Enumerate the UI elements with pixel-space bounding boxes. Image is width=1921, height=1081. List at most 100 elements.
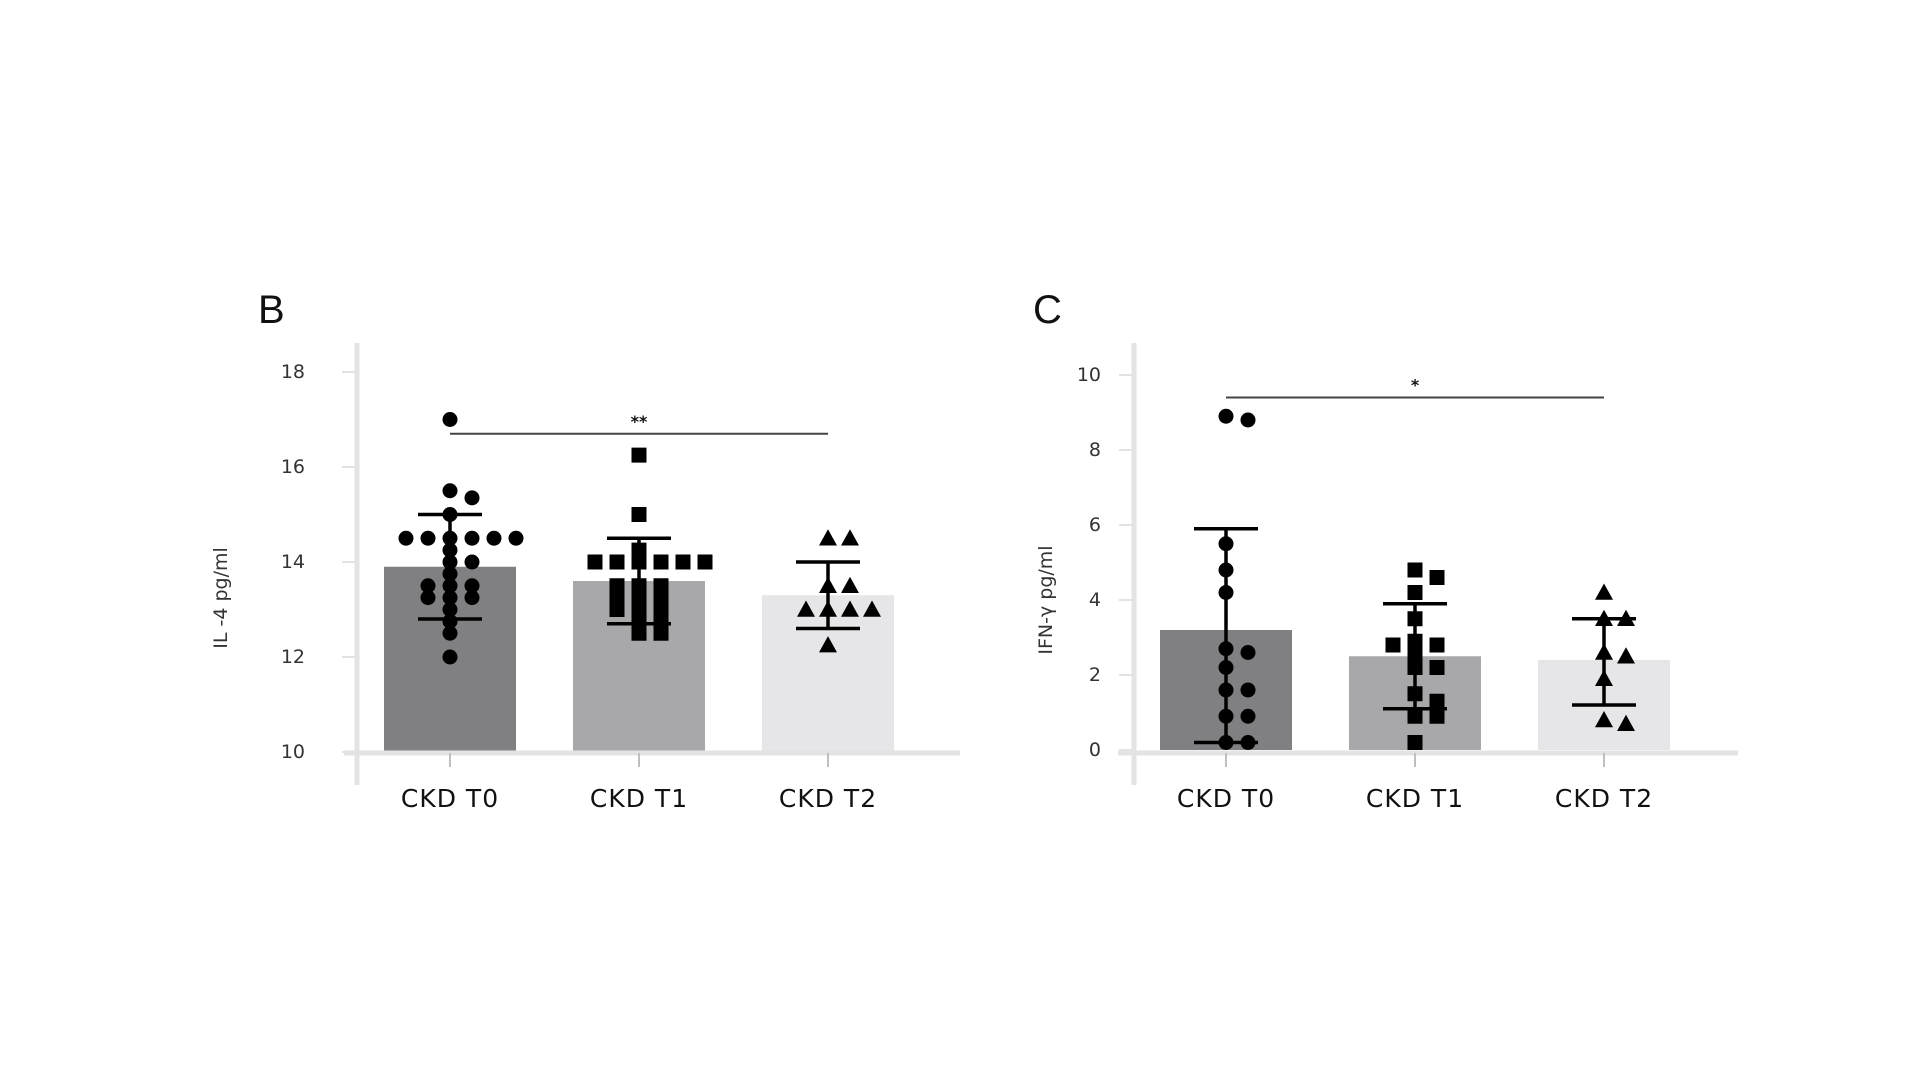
- data-point: [609, 602, 625, 617]
- data-point: [675, 554, 691, 570]
- data-point: [1595, 711, 1613, 728]
- panel-label: B: [258, 288, 285, 332]
- data-point: [609, 590, 625, 606]
- x-tick-label: CKD T2: [1555, 784, 1653, 813]
- data-point: [442, 578, 458, 594]
- x-tick-label: CKD T1: [1366, 784, 1464, 813]
- data-point: [631, 613, 647, 629]
- data-point: [442, 507, 458, 522]
- data-point: [631, 447, 647, 463]
- data-point: [1240, 412, 1256, 428]
- data-point: [841, 529, 859, 546]
- data-point: [1617, 714, 1635, 731]
- data-point: [697, 554, 713, 570]
- data-point: [631, 578, 647, 594]
- data-point: [609, 554, 625, 570]
- data-point: [1218, 660, 1234, 675]
- data-point: [1429, 693, 1445, 709]
- data-point: [653, 602, 669, 617]
- data-point: [819, 636, 837, 653]
- data-point: [1218, 708, 1234, 724]
- data-point: [863, 600, 881, 617]
- y-axis-title: IFN-γ pg/ml: [1035, 545, 1057, 654]
- panel-label: C: [1033, 288, 1062, 332]
- data-point: [1407, 735, 1423, 750]
- y-tick-label: 8: [1089, 439, 1101, 461]
- data-point: [1240, 735, 1256, 750]
- data-point: [464, 578, 480, 594]
- significance-label: **: [631, 412, 648, 431]
- x-tick-label: CKD T0: [1177, 784, 1275, 813]
- data-point: [653, 590, 669, 606]
- data-point: [464, 490, 480, 506]
- y-axis-title: IL -4 pg/ml: [210, 547, 232, 649]
- data-point: [442, 530, 458, 546]
- data-point: [1407, 611, 1423, 627]
- data-point: [442, 625, 458, 641]
- data-point: [1407, 585, 1423, 600]
- data-point: [508, 530, 524, 546]
- data-point: [631, 625, 647, 641]
- y-tick-label: 12: [281, 646, 305, 668]
- data-point: [1429, 708, 1445, 724]
- data-point: [819, 576, 837, 593]
- y-tick-label: 16: [281, 456, 305, 478]
- data-point: [631, 602, 647, 617]
- data-point: [841, 576, 859, 593]
- data-point: [464, 590, 480, 606]
- data-point: [1429, 660, 1445, 675]
- data-point: [1429, 637, 1445, 653]
- data-point: [1240, 708, 1256, 724]
- x-tick-label: CKD T1: [590, 784, 688, 813]
- data-point: [1240, 645, 1256, 660]
- data-point: [1407, 645, 1423, 660]
- data-point: [819, 529, 837, 546]
- data-point: [609, 578, 625, 594]
- data-point: [1407, 708, 1423, 724]
- x-tick-label: CKD T0: [401, 784, 499, 813]
- data-point: [442, 649, 458, 665]
- data-point: [442, 590, 458, 606]
- data-point: [1595, 583, 1613, 600]
- panel-c-chart: C IFN-γ pg/ml 0 2 4 6 8 10 CKD T0 CKD T1 CKD T2 *: [1033, 288, 1738, 813]
- data-point: [1218, 682, 1234, 698]
- data-point: [587, 554, 603, 570]
- y-tick-label: 18: [281, 361, 305, 383]
- data-point: [631, 542, 647, 558]
- data-point: [653, 578, 669, 594]
- data-point: [442, 602, 458, 617]
- data-point: [1218, 408, 1234, 424]
- data-point: [420, 530, 436, 546]
- data-point: [653, 554, 669, 570]
- data-point: [1218, 562, 1234, 578]
- data-point: [464, 530, 480, 546]
- data-point: [442, 483, 458, 499]
- data-point: [1240, 682, 1256, 698]
- data-point: [442, 613, 458, 629]
- data-point: [841, 600, 859, 617]
- data-point: [442, 412, 458, 427]
- data-point: [442, 566, 458, 582]
- y-tick-label: 4: [1089, 589, 1101, 611]
- data-point: [1617, 609, 1635, 626]
- data-point: [398, 530, 414, 546]
- data-point: [1385, 637, 1401, 653]
- data-point: [653, 625, 669, 641]
- data-point: [1595, 643, 1613, 660]
- data-point: [1407, 660, 1423, 675]
- data-point: [631, 507, 647, 522]
- y-tick-label: 2: [1089, 664, 1101, 686]
- data-point: [653, 613, 669, 629]
- data-point: [420, 578, 436, 594]
- data-point: [1218, 536, 1234, 552]
- data-point: [1429, 570, 1445, 585]
- data-point: [1595, 609, 1613, 626]
- data-point: [1407, 562, 1423, 578]
- y-tick-label: 0: [1089, 739, 1101, 761]
- data-point: [464, 554, 480, 570]
- data-point: [1218, 585, 1234, 600]
- data-point: [1407, 686, 1423, 702]
- data-point: [631, 554, 647, 570]
- data-point: [486, 530, 502, 546]
- data-point: [1218, 641, 1234, 657]
